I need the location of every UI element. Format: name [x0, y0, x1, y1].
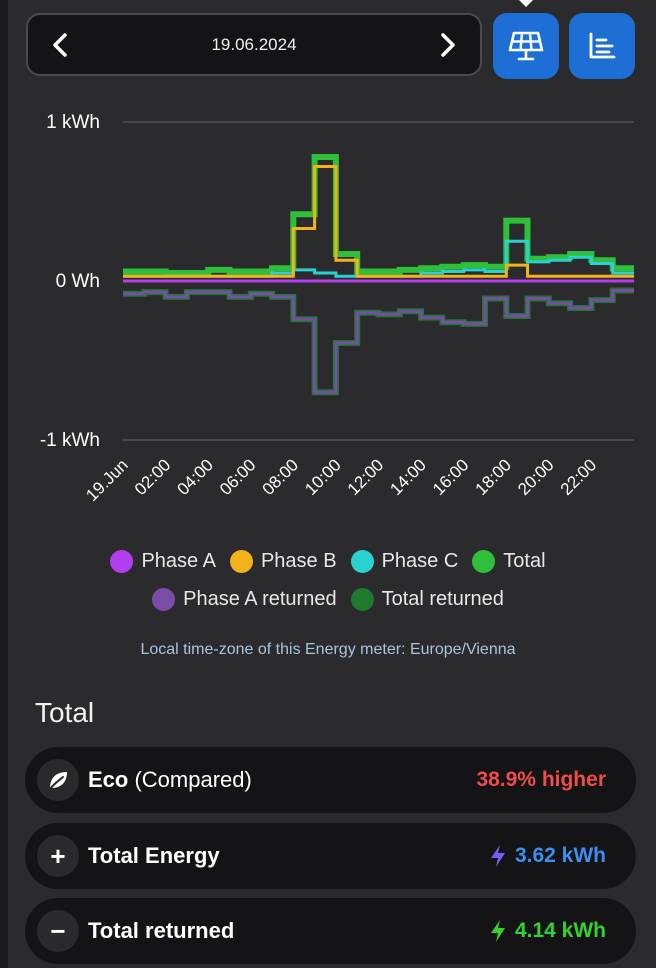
- legend-label: Phase A: [141, 549, 216, 572]
- series-line-total: [123, 154, 634, 276]
- x-tick-label: 16:00: [429, 455, 473, 499]
- series-line-phase-a-returned: [123, 289, 634, 394]
- solar-panel-icon: [508, 31, 544, 61]
- y-tick-label: -1 kWh: [40, 430, 100, 451]
- x-tick-label: 12:00: [344, 455, 388, 499]
- x-tick-label: 22:00: [557, 455, 601, 499]
- bar-chart-icon: [589, 32, 616, 59]
- legend-item-phase-c[interactable]: Phase C: [350, 547, 459, 575]
- chart-legend-row-1: Phase A Phase B Phase C Total: [0, 547, 656, 575]
- legend-item-phase-a[interactable]: Phase A: [110, 547, 216, 575]
- chart-view-button[interactable]: [569, 13, 635, 79]
- y-tick-label: 1 kWh: [46, 112, 100, 133]
- legend-item-phase-b[interactable]: Phase B: [229, 547, 337, 575]
- legend-label: Phase B: [260, 549, 337, 572]
- chart-legend-row-2: Phase A returned Total returned: [0, 585, 656, 613]
- x-tick-label: 06:00: [216, 455, 260, 499]
- x-tick-label: 14:00: [386, 455, 430, 499]
- solar-view-button[interactable]: [493, 13, 559, 79]
- legend-swatch: [110, 549, 134, 573]
- legend-label: Phase A returned: [183, 587, 337, 610]
- total-returned-card[interactable]: − Total returned 4.14 kWh: [25, 898, 636, 964]
- legend-item-total[interactable]: Total: [472, 547, 546, 575]
- legend-label: Total: [503, 549, 546, 572]
- legend-swatch: [472, 549, 496, 573]
- active-view-caret: [519, 0, 533, 7]
- total-returned-label: Total returned: [88, 918, 235, 943]
- total-returned-value: 4.14 kWh: [489, 919, 606, 943]
- legend-label: Phase C: [381, 549, 459, 572]
- chevron-right-icon: [441, 32, 455, 57]
- next-day-button[interactable]: [420, 15, 476, 74]
- previous-day-button[interactable]: [32, 15, 88, 74]
- timezone-note: Local time-zone of this Energy meter: Eu…: [140, 641, 516, 658]
- plus-icon: +: [37, 835, 79, 877]
- x-tick-label: 18:00: [472, 455, 516, 499]
- legend-swatch: [229, 549, 253, 573]
- leaf-icon: [37, 759, 79, 801]
- y-tick-label: 0 Wh: [56, 271, 100, 292]
- energy-chart: 1 kWh 0 Wh -1 kWh 19.Jun 02:00 04:00 06:00 08:0…: [0, 100, 656, 530]
- legend-label: Total returned: [381, 587, 504, 610]
- total-energy-card[interactable]: + Total Energy 3.62 kWh: [25, 823, 636, 889]
- date-navigator: 19.06.2024: [26, 13, 482, 76]
- x-tick-label: 10:00: [301, 455, 345, 499]
- bolt-icon: [490, 920, 505, 942]
- x-tick-label: 02:00: [131, 455, 175, 499]
- legend-swatch: [152, 587, 176, 611]
- legend-swatch: [350, 587, 374, 611]
- summary-title: Total: [35, 697, 95, 728]
- chevron-left-icon: [53, 32, 67, 57]
- eco-comparison-card[interactable]: Eco (Compared) 38.9% higher: [25, 747, 636, 813]
- series-line-total-returned: [123, 287, 634, 396]
- legend-swatch: [350, 549, 374, 573]
- current-date: 19.06.2024: [211, 34, 297, 54]
- x-tick-label: 19.Jun: [82, 455, 132, 505]
- left-edge-strip: [0, 0, 8, 968]
- x-tick-label: 08:00: [259, 455, 303, 499]
- eco-label: Eco (Compared): [88, 767, 252, 792]
- total-energy-value: 3.62 kWh: [489, 844, 606, 868]
- eco-value: 38.9% higher: [476, 768, 606, 791]
- x-tick-label: 20:00: [514, 455, 558, 499]
- x-tick-label: 04:00: [173, 455, 217, 499]
- minus-icon: −: [37, 910, 79, 952]
- total-energy-label: Total Energy: [88, 843, 220, 868]
- legend-item-total-returned[interactable]: Total returned: [350, 585, 504, 613]
- series-line-phase-b: [123, 165, 634, 278]
- legend-item-phase-a-returned[interactable]: Phase A returned: [152, 585, 337, 613]
- bolt-icon: [490, 845, 505, 867]
- energy-chart-svg: 1 kWh 0 Wh -1 kWh 19.Jun 02:00 04:00 06:00 08:0…: [40, 112, 634, 505]
